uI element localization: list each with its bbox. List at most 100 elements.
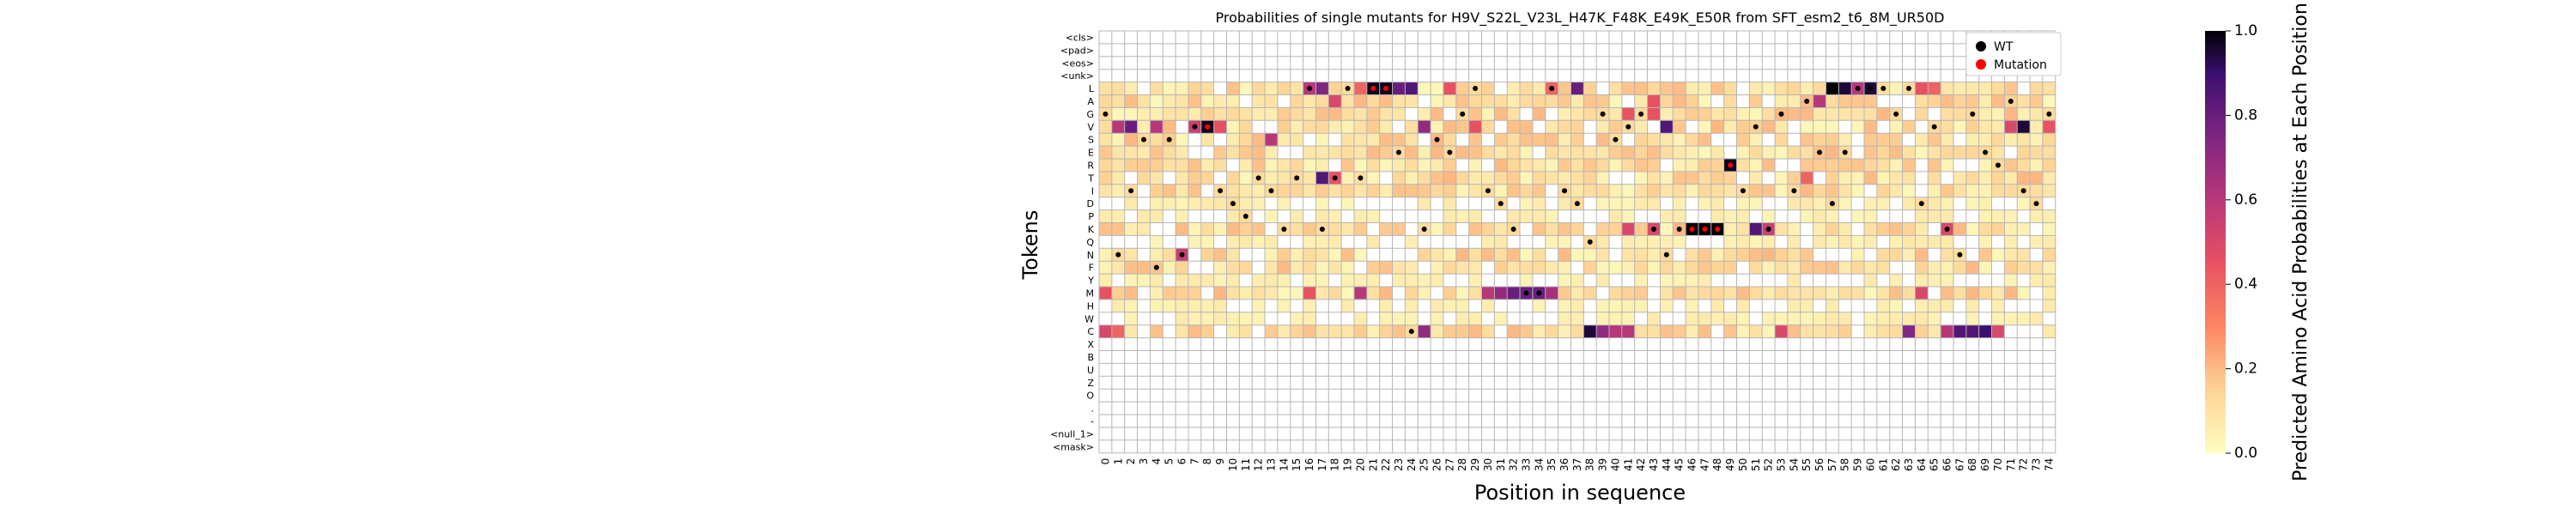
heatmap-cell: [1953, 389, 1966, 403]
heatmap-cell: [1176, 363, 1188, 377]
heatmap-cell: [1621, 248, 1635, 262]
heatmap-cell: [1200, 287, 1214, 300]
heatmap-cell: [1392, 324, 1406, 338]
heatmap-cell: [1991, 415, 2005, 427]
heatmap-cell: [1928, 133, 1941, 147]
heatmap-cell: [1647, 350, 1661, 364]
heatmap-cell: [1431, 120, 1443, 134]
heatmap-cell: [1673, 402, 1686, 415]
heatmap-cell: [1775, 31, 1788, 44]
heatmap-cell: [1124, 287, 1138, 300]
heatmap-cell: [1366, 69, 1380, 82]
heatmap-cell: [1775, 56, 1788, 70]
heatmap-cell: [1418, 299, 1431, 312]
heatmap-cell: [1698, 31, 1711, 44]
wt-marker: [1753, 124, 1759, 130]
heatmap-cell: [1749, 389, 1763, 403]
heatmap-cell: [1965, 274, 1979, 287]
heatmap-cell: [1290, 209, 1303, 223]
heatmap-cell: [2004, 439, 2018, 453]
heatmap-cell: [1137, 56, 1151, 70]
heatmap-cell: [1150, 389, 1163, 403]
heatmap-cell: [1443, 312, 1456, 325]
x-tick-label: 68: [1966, 458, 1978, 471]
heatmap-cell: [1405, 363, 1419, 377]
heatmap-cell: [1864, 312, 1877, 325]
heatmap-cell: [1532, 56, 1546, 70]
heatmap-cell: [1889, 415, 1903, 427]
heatmap-cell: [1775, 350, 1788, 364]
heatmap-cell: [1673, 427, 1686, 440]
heatmap-cell: [1277, 324, 1291, 338]
heatmap-cell: [1902, 427, 1916, 440]
heatmap-cell: [1176, 324, 1188, 338]
heatmap-cell: [1826, 337, 1839, 351]
heatmap-cell: [1596, 248, 1609, 262]
heatmap-cell: [1200, 94, 1214, 108]
heatmap-cell: [1494, 312, 1508, 325]
heatmap-cell: [1864, 222, 1877, 236]
heatmap-cell: [1621, 427, 1635, 440]
heatmap-cell: [1800, 337, 1814, 351]
heatmap-cell: [1851, 171, 1864, 185]
heatmap-cell: [1787, 363, 1801, 377]
x-tick-label: 19: [1342, 458, 1354, 471]
heatmap-cell: [1213, 197, 1227, 210]
heatmap-cell: [1150, 415, 1163, 427]
heatmap-cell: [1609, 146, 1622, 159]
heatmap-cell: [1723, 287, 1737, 300]
heatmap-cell: [1481, 209, 1495, 223]
heatmap-cell: [1431, 312, 1443, 325]
heatmap-cell: [1787, 235, 1801, 249]
x-tick-label: 5: [1163, 458, 1176, 465]
heatmap-cell: [1775, 235, 1788, 249]
heatmap-cell: [1698, 312, 1711, 325]
heatmap-cell: [1468, 94, 1482, 108]
heatmap-cell: [1941, 94, 1953, 108]
heatmap-cell: [1800, 287, 1814, 300]
heatmap-cell: [1239, 184, 1253, 197]
heatmap-cell: [1290, 133, 1303, 147]
heatmap-cell: [1800, 69, 1814, 82]
heatmap-cell: [1991, 337, 2005, 351]
heatmap-cell: [1303, 43, 1316, 57]
heatmap-cell: [1876, 184, 1890, 197]
heatmap-cell: [1354, 402, 1367, 415]
heatmap-cell: [1252, 184, 1266, 197]
heatmap-cell: [2017, 222, 2031, 236]
heatmap-cell: [1431, 209, 1443, 223]
heatmap-cell: [1137, 427, 1151, 440]
heatmap-cell: [1481, 312, 1495, 325]
heatmap-cell: [1315, 427, 1329, 440]
heatmap-cell: [1558, 376, 1571, 390]
heatmap-cell: [1775, 337, 1788, 351]
heatmap-cell: [2004, 299, 2018, 312]
heatmap-cell: [1252, 56, 1266, 70]
heatmap-cell: [1634, 363, 1648, 377]
heatmap-cell: [1443, 376, 1456, 390]
heatmap-cell: [1124, 350, 1138, 364]
heatmap-cell: [1826, 184, 1839, 197]
heatmap-cell: [1787, 439, 1801, 453]
heatmap-cell: [1354, 248, 1367, 262]
x-tick-label: 49: [1724, 458, 1736, 471]
heatmap-cell: [1328, 402, 1342, 415]
heatmap-cell: [1609, 43, 1622, 57]
heatmap-cell: [1813, 261, 1826, 275]
y-tick-label: A: [1087, 96, 1094, 107]
heatmap-cell: [1137, 439, 1151, 453]
heatmap-cell: [1124, 312, 1138, 325]
heatmap-cell: [1213, 94, 1227, 108]
heatmap-cell: [1520, 427, 1533, 440]
heatmap-cell: [1864, 31, 1877, 44]
heatmap-cell: [1405, 402, 1419, 415]
heatmap-cell: [1532, 209, 1546, 223]
heatmap-cell: [1468, 350, 1482, 364]
heatmap-cell: [1200, 56, 1214, 70]
heatmap-cell: [1354, 133, 1367, 147]
heatmap-cell: [1532, 235, 1546, 249]
heatmap-cell: [1213, 415, 1227, 427]
y-tick-label: M: [1086, 288, 1095, 299]
heatmap-cell: [1163, 235, 1176, 249]
heatmap-cell: [1889, 235, 1903, 249]
